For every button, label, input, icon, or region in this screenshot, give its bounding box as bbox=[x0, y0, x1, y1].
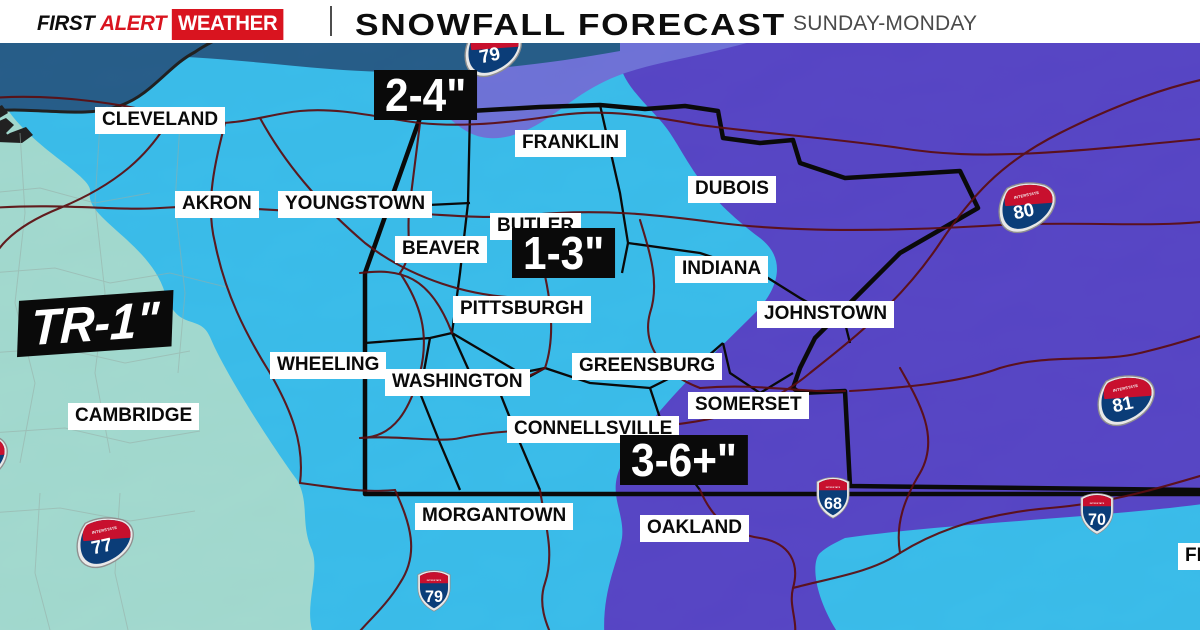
svg-text:79: 79 bbox=[425, 588, 443, 606]
svg-text:70: 70 bbox=[1088, 511, 1106, 529]
svg-text:79: 79 bbox=[477, 43, 502, 67]
svg-text:80: 80 bbox=[1011, 198, 1036, 223]
svg-text:77: 77 bbox=[89, 533, 114, 558]
svg-text:81: 81 bbox=[1110, 391, 1135, 416]
svg-text:68: 68 bbox=[824, 495, 842, 513]
